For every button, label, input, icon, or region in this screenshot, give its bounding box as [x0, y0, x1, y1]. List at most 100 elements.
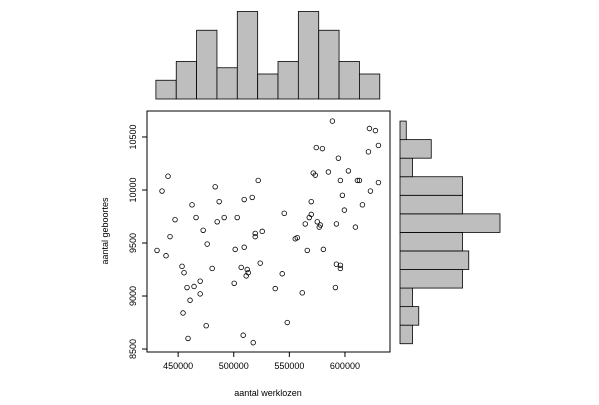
- point: [337, 262, 344, 268]
- plot-frame: [146, 110, 391, 353]
- histogram-bar: [196, 29, 218, 100]
- point: [367, 188, 374, 194]
- point: [365, 149, 372, 155]
- point: [240, 332, 246, 338]
- point: [281, 210, 287, 217]
- point: [308, 198, 314, 205]
- point: [204, 241, 210, 247]
- histogram-bar: [257, 73, 279, 100]
- point: [337, 177, 344, 184]
- point: [191, 283, 197, 290]
- point: [184, 284, 190, 291]
- point: [304, 247, 310, 254]
- histogram-bar: [318, 29, 340, 100]
- point: [187, 297, 193, 303]
- point: [250, 339, 256, 346]
- y-axis-title: aantal geboortes: [100, 197, 110, 265]
- point: [255, 177, 261, 184]
- point: [159, 188, 165, 194]
- point: [337, 265, 344, 272]
- point: [299, 290, 305, 296]
- histogram-bar: [359, 73, 381, 100]
- x-tick-label: 550000: [274, 361, 304, 371]
- histogram-bar: [216, 67, 238, 100]
- histogram-bar: [277, 61, 299, 100]
- point: [249, 194, 255, 201]
- point: [241, 244, 247, 250]
- point: [325, 169, 332, 175]
- histogram-bar: [399, 157, 413, 178]
- point: [312, 172, 318, 178]
- x-tick-label: 500000: [219, 361, 249, 371]
- histogram-bar: [236, 11, 259, 100]
- point: [352, 224, 359, 230]
- point: [189, 202, 195, 208]
- point: [197, 291, 203, 297]
- y-tick-label: 9500: [128, 233, 138, 253]
- point: [279, 271, 285, 277]
- point: [216, 198, 222, 205]
- y-tick-label: 8500: [128, 339, 138, 359]
- point: [203, 323, 209, 329]
- point: [317, 222, 324, 228]
- point: [179, 263, 185, 270]
- y-tick-label: 10500: [128, 124, 138, 149]
- histogram-bar: [399, 269, 463, 289]
- histogram-bar: [399, 194, 463, 215]
- point: [308, 211, 314, 218]
- point: [319, 145, 326, 152]
- point: [329, 118, 336, 124]
- point: [214, 219, 220, 225]
- point: [332, 284, 339, 291]
- point: [221, 214, 227, 221]
- point: [272, 285, 278, 292]
- histogram-bar: [399, 306, 420, 326]
- histogram-bar: [338, 61, 360, 100]
- histogram-bar: [297, 11, 320, 100]
- point: [185, 335, 191, 342]
- histogram-bar: [399, 139, 432, 159]
- point: [333, 221, 340, 227]
- point: [366, 125, 373, 132]
- point: [212, 184, 218, 190]
- point: [238, 264, 244, 271]
- point: [197, 278, 203, 284]
- point: [375, 142, 382, 149]
- point: [181, 269, 187, 276]
- point: [257, 260, 263, 266]
- point: [341, 207, 348, 213]
- point: [252, 230, 258, 237]
- point: [294, 235, 300, 241]
- point: [245, 269, 251, 276]
- point: [345, 168, 352, 174]
- point: [163, 253, 169, 259]
- point: [167, 233, 173, 240]
- histogram-bar: [399, 287, 413, 308]
- x-axis-title: aantal werklozen: [234, 388, 302, 398]
- point: [314, 219, 320, 225]
- histogram-bar: [155, 79, 177, 100]
- point: [154, 247, 160, 254]
- histogram-bar: [399, 250, 470, 270]
- x-tick-label: 600000: [330, 361, 360, 371]
- point: [313, 144, 319, 151]
- point: [231, 280, 237, 286]
- point: [259, 228, 265, 235]
- point: [354, 177, 361, 184]
- x-tick-label: 450000: [163, 361, 193, 371]
- histogram-bar: [399, 213, 501, 233]
- point: [335, 155, 342, 161]
- histogram-bar: [399, 176, 463, 196]
- point: [375, 179, 382, 186]
- point: [372, 127, 379, 134]
- point: [252, 233, 258, 240]
- point: [232, 246, 238, 253]
- point: [209, 265, 215, 272]
- point: [165, 173, 171, 179]
- point: [193, 214, 199, 221]
- point: [172, 216, 178, 223]
- histogram-bar: [399, 324, 413, 345]
- point: [356, 177, 363, 184]
- point: [320, 246, 327, 253]
